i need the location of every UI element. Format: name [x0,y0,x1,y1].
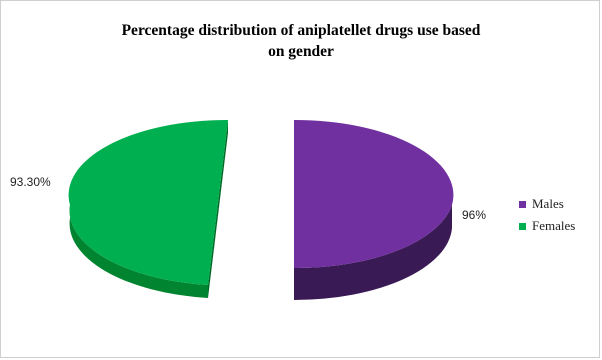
chart-legend: Males Females [519,193,575,237]
legend-label-females: Females [532,218,576,233]
legend-item-females: Females [519,215,575,237]
chart-title-line2: on gender [268,43,334,60]
chart-title-line1: Percentage distribution of aniplatellet … [121,22,481,39]
pie-slice-females-edge [208,120,228,298]
pie-slice-females [68,119,228,298]
pie-slice-males-side [294,205,452,301]
legend-item-males: Males [519,193,575,215]
data-label-females: 93.30% [10,175,51,189]
data-label-males: 96% [462,208,487,222]
chart-title: Percentage distribution of aniplatellet … [0,20,602,62]
pie-slice-males-top [294,119,454,269]
legend-swatch-males [519,200,526,208]
legend-label-males: Males [532,196,564,211]
pie-slice-males [294,119,454,301]
pie-slice-females-top [68,119,228,285]
pie-slice-females-side [69,205,208,298]
legend-swatch-females [519,222,526,230]
